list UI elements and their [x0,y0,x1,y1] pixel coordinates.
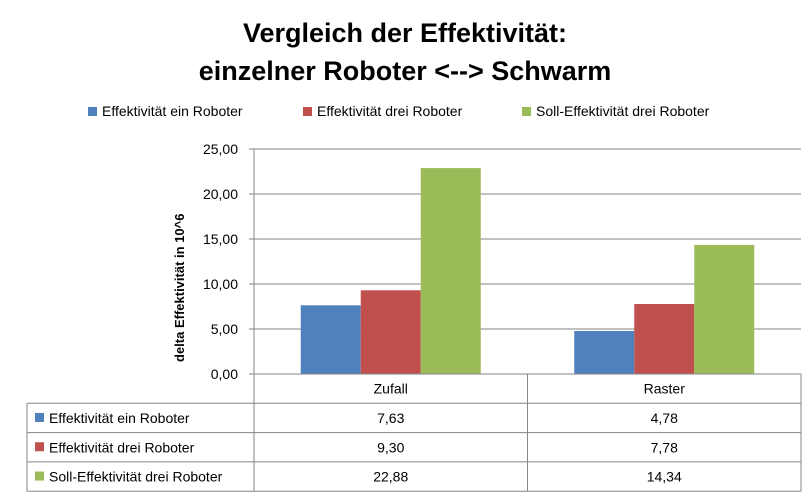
data-value-label: 9,30 [377,439,404,455]
legend-swatch-drei-roboter [303,106,312,116]
bar [360,290,421,374]
table-series-label: Soll-Effektivität drei Roboter [49,469,223,485]
y-tick-label: 10,00 [203,276,238,292]
y-tick-label: 25,00 [203,141,238,157]
bar [634,303,695,374]
legend-swatch-ein-roboter [88,106,97,116]
chart-title-line-1: Vergleich der Effektivität: [242,18,568,48]
bar [574,330,635,374]
legend-label-ein-roboter: Effektivität ein Roboter [102,103,243,119]
table-series-label: Effektivität drei Roboter [49,439,195,455]
chart-title-line-2: einzelner Roboter <--> Schwarm [198,56,612,86]
legend-item-ein-roboter: Effektivität ein Roboter [88,103,243,119]
table-legend-swatch [35,471,44,481]
table-series-label: Effektivität ein Roboter [49,410,190,426]
y-tick-label: 0,00 [211,366,238,382]
bar [694,244,755,374]
category-label: Raster [644,381,686,397]
legend-label-drei-roboter: Effektivität drei Roboter [317,103,463,119]
data-value-label: 7,63 [377,410,404,426]
legend-item-soll-drei-roboter: Soll-Effektivität drei Roboter [522,103,709,119]
bar [300,305,361,374]
legend-swatch-soll-drei-roboter [522,106,531,116]
data-value-label: 4,78 [651,410,678,426]
data-value-label: 14,34 [647,469,682,485]
y-tick-label: 5,00 [211,321,238,337]
y-tick-label: 15,00 [203,231,238,247]
data-value-label: 7,78 [651,439,678,455]
chart-title: Vergleich der Effektivität: einzelner Ro… [0,14,810,90]
legend-label-soll-drei-roboter: Soll-Effektivität drei Roboter [536,103,710,119]
table-legend-swatch [35,442,44,452]
category-label: Zufall [374,381,408,397]
bar [420,168,481,374]
chart-legend: Effektivität ein Roboter Effektivität dr… [0,103,810,123]
data-value-label: 22,88 [373,469,408,485]
table-legend-swatch [35,412,44,422]
legend-item-drei-roboter: Effektivität drei Roboter [303,103,462,119]
y-tick-label: 20,00 [203,186,238,202]
